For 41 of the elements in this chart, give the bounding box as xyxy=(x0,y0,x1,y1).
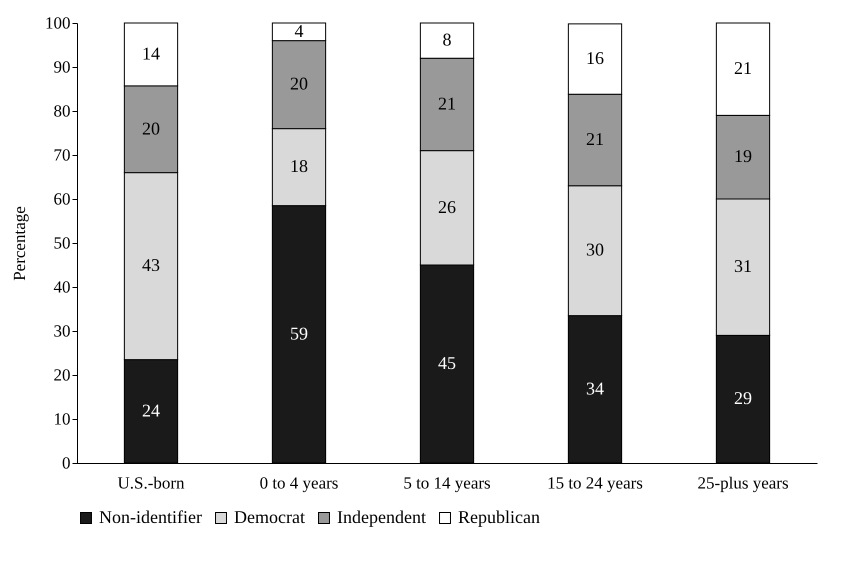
legend-label: Democrat xyxy=(234,507,305,527)
y-tick-label: 50 xyxy=(54,234,70,252)
legend-label: Republican xyxy=(458,507,540,527)
data-label: 21 xyxy=(586,129,604,150)
data-label: 59 xyxy=(290,323,308,344)
data-label: 45 xyxy=(438,353,456,373)
x-tick-label: 15 to 24 years xyxy=(547,474,643,492)
y-tick-label: 10 xyxy=(54,410,70,428)
data-label: 21 xyxy=(438,93,456,114)
legend-label: Non-identifier xyxy=(99,507,202,527)
data-label: 8 xyxy=(442,30,452,50)
legend-label: Independent xyxy=(337,507,426,527)
data-label: 26 xyxy=(438,196,456,217)
y-tick-label: 30 xyxy=(54,322,70,340)
data-label: 16 xyxy=(586,48,604,68)
data-label: 30 xyxy=(586,240,604,260)
y-tick-label: 90 xyxy=(54,58,70,76)
data-label: 43 xyxy=(142,255,160,276)
data-label: 34 xyxy=(586,378,604,398)
data-label: 19 xyxy=(734,146,752,166)
y-tick-label: 80 xyxy=(54,102,70,120)
data-label: 20 xyxy=(142,118,160,138)
data-label: 18 xyxy=(290,156,308,176)
y-tick-label: 60 xyxy=(54,190,70,208)
data-label: 29 xyxy=(734,388,752,408)
data-label: 4 xyxy=(294,20,304,41)
x-tick-label: 0 to 4 years xyxy=(260,474,338,492)
y-tick-label: 0 xyxy=(62,454,70,472)
data-label: 20 xyxy=(290,74,308,94)
y-tick-label: 40 xyxy=(54,278,70,296)
y-axis-title: Percentage xyxy=(10,206,29,281)
y-tick-label: 70 xyxy=(54,146,70,164)
data-label: 31 xyxy=(734,256,752,276)
x-tick-label: 5 to 14 years xyxy=(403,474,491,492)
x-tick-label: 25-plus years xyxy=(697,474,789,492)
x-tick-label: U.S.-born xyxy=(117,474,186,492)
data-label: 24 xyxy=(142,400,160,420)
data-label: 21 xyxy=(734,58,752,78)
y-tick-label: 100 xyxy=(45,14,70,32)
data-label: 14 xyxy=(142,43,160,64)
y-tick-label: 20 xyxy=(54,366,70,384)
